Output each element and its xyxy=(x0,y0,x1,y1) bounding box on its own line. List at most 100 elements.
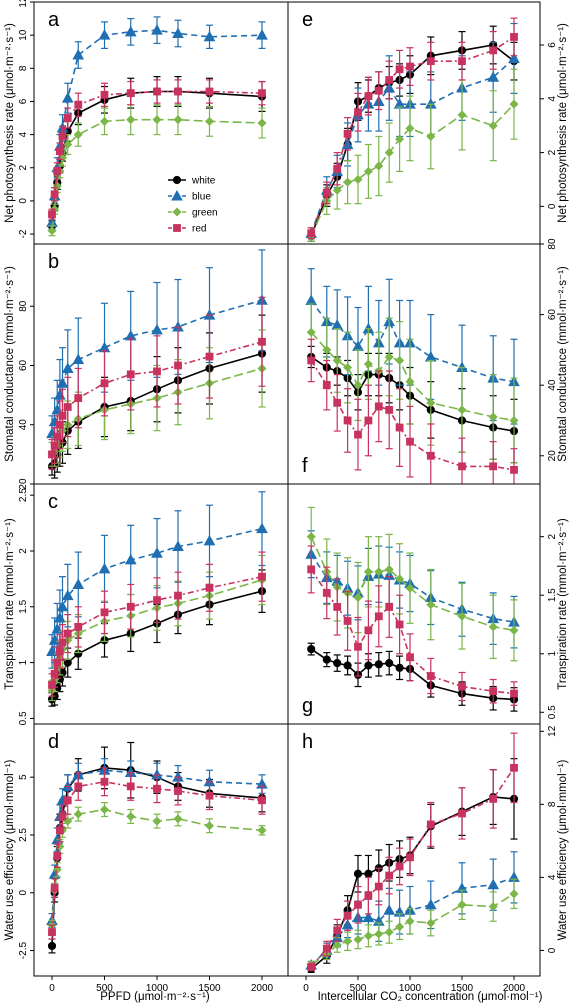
panel-label-g: g xyxy=(302,695,313,717)
data-point-red xyxy=(74,782,83,791)
data-point-red xyxy=(489,462,498,471)
data-point-green xyxy=(343,936,353,946)
data-point-red xyxy=(395,65,404,74)
y-axis-label-b: Stomatal conductance (mmol·m⁻²·s⁻¹) xyxy=(4,266,16,462)
panel-label-d: d xyxy=(48,731,59,753)
data-point-red xyxy=(458,682,466,691)
series-red-a xyxy=(48,79,266,220)
y-tick-label-b: 40 xyxy=(18,419,29,431)
panel-e: 0 2 4 6 Net photosynthesis rate (μmol·m⁻²·s⁻… xyxy=(287,1,569,245)
data-point-blue xyxy=(72,353,85,365)
data-point-blue xyxy=(172,540,184,552)
data-point-green xyxy=(405,377,415,387)
data-point-red xyxy=(53,432,62,441)
panel-label-h: h xyxy=(302,731,313,753)
data-point-red xyxy=(48,450,56,459)
data-point-green xyxy=(363,567,373,577)
y-tick-label-a: 12 xyxy=(18,0,29,8)
data-point-red xyxy=(322,381,331,390)
y-tick-label-e: 4 xyxy=(547,96,558,102)
x-tick-label-d: 500 xyxy=(96,983,113,994)
data-point-red xyxy=(354,900,362,909)
panel-label-f: f xyxy=(302,455,308,477)
series-line-red xyxy=(310,360,515,471)
data-point-red xyxy=(55,420,64,429)
y-tick-label-a: 10 xyxy=(18,29,29,41)
data-point-green xyxy=(152,816,162,826)
data-point-green xyxy=(374,567,384,577)
data-point-green xyxy=(384,564,394,574)
data-point-green xyxy=(509,99,519,109)
data-point-blue xyxy=(256,29,268,40)
x-tick-label-d: 1500 xyxy=(198,983,221,994)
data-point-blue xyxy=(383,904,396,915)
y-tick-label-c: 2 xyxy=(18,548,29,554)
y-tick-label-b: 20 xyxy=(18,478,29,490)
data-point-green xyxy=(173,814,183,824)
panel-g: 0.5 1 1.5 2 Transpiration rate (mmol·m⁻²·s⁻¹… xyxy=(287,483,569,725)
data-point-red xyxy=(63,796,72,805)
data-point-blue xyxy=(98,562,111,574)
data-point-red xyxy=(385,76,394,84)
data-point-blue xyxy=(61,589,74,601)
legend-marker-green xyxy=(172,207,182,217)
data-point-green xyxy=(47,226,57,236)
y-tick-label-b: 60 xyxy=(18,359,29,371)
data-point-green xyxy=(395,574,405,584)
data-point-blue xyxy=(203,534,216,546)
legend-label-blue: blue xyxy=(192,192,211,203)
series-red-d xyxy=(48,767,266,940)
x-tick-label-h: 1000 xyxy=(399,983,422,994)
data-point-red xyxy=(100,777,109,786)
data-point-red xyxy=(322,588,331,597)
legend-marker-blue xyxy=(171,189,183,201)
data-point-green xyxy=(343,177,353,187)
data-point-red xyxy=(426,57,435,66)
data-point-green xyxy=(173,115,183,125)
data-point-green xyxy=(332,355,342,365)
panel-label-c: c xyxy=(48,491,58,513)
data-point-green xyxy=(426,918,436,928)
data-point-green xyxy=(374,161,384,171)
data-point-red xyxy=(489,46,498,55)
data-point-red xyxy=(258,89,266,98)
data-point-red xyxy=(258,572,266,581)
y-axis-label-c: Transpiration rate (mmol·m⁻²·s⁻¹) xyxy=(4,518,16,690)
data-point-red xyxy=(100,379,109,388)
x-tick-label-d: 1000 xyxy=(146,983,169,994)
x-tick-label-d: 2000 xyxy=(251,983,274,994)
data-point-green xyxy=(353,380,363,390)
data-point-red xyxy=(489,794,498,803)
data-point-green xyxy=(405,123,415,133)
data-point-red xyxy=(333,398,342,407)
data-point-red xyxy=(322,189,331,197)
x-axis-label-intercellular-co2: Intercellular CO₂ concentration (μmol·mo… xyxy=(318,991,543,1003)
panel-h: 0 4 8 12 0 500 1000 1500 2000 Water use efficienc… xyxy=(287,723,569,994)
panel-c: 0.5 1 1.5 2 2.5 Transpiration rate (mmol·m⁻²·… xyxy=(4,483,289,725)
y-tick-label-a: 4 xyxy=(18,131,29,137)
data-point-red xyxy=(458,462,466,471)
data-point-green xyxy=(353,934,363,944)
data-point-red xyxy=(126,602,135,611)
data-point-blue xyxy=(172,27,184,38)
legend-label-red: red xyxy=(192,224,206,235)
data-point-red xyxy=(307,565,316,574)
data-point-red xyxy=(395,620,404,629)
data-point-red xyxy=(48,210,56,219)
panel-data-b xyxy=(46,249,268,479)
data-point-blue xyxy=(98,29,111,40)
data-point-white xyxy=(333,659,342,668)
data-point-red xyxy=(343,129,352,138)
data-point-red xyxy=(100,608,109,617)
data-point-white xyxy=(322,655,331,664)
data-point-red xyxy=(126,370,135,379)
y-tick-label-e: 2 xyxy=(547,149,558,155)
series-green-a xyxy=(47,104,267,237)
data-point-red xyxy=(374,86,383,95)
data-point-green xyxy=(99,116,110,126)
data-point-blue xyxy=(487,71,500,82)
legend-label-white: white xyxy=(191,176,216,187)
data-point-red xyxy=(364,416,373,425)
data-point-red xyxy=(126,89,135,98)
